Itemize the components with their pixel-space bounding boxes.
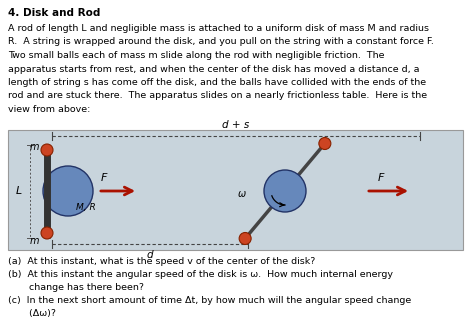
Text: (b)  At this instant the angular speed of the disk is ω.  How much internal ener: (b) At this instant the angular speed of… bbox=[8, 270, 393, 279]
Ellipse shape bbox=[319, 138, 331, 150]
Text: 4. Disk and Rod: 4. Disk and Rod bbox=[8, 8, 100, 18]
Text: (c)  In the next short amount of time Δt, by how much will the angular speed cha: (c) In the next short amount of time Δt,… bbox=[8, 296, 411, 305]
Text: M, R: M, R bbox=[76, 203, 96, 212]
Text: (a)  At this instant, what is the speed v of the center of the disk?: (a) At this instant, what is the speed v… bbox=[8, 257, 315, 266]
Text: d: d bbox=[146, 250, 153, 260]
Text: A rod of length L and negligible mass is attached to a uniform disk of mass M an: A rod of length L and negligible mass is… bbox=[8, 24, 429, 33]
FancyBboxPatch shape bbox=[8, 130, 463, 250]
Text: m: m bbox=[29, 142, 39, 152]
Text: R.  A string is wrapped around the disk, and you pull on the string with a const: R. A string is wrapped around the disk, … bbox=[8, 37, 434, 47]
Text: length of string s has come off the disk, and the balls have collided with the e: length of string s has come off the disk… bbox=[8, 78, 426, 87]
Text: m: m bbox=[29, 236, 39, 246]
Text: (Δω)?: (Δω)? bbox=[8, 309, 56, 318]
Ellipse shape bbox=[239, 233, 251, 245]
Text: ω: ω bbox=[238, 189, 246, 199]
Text: apparatus starts from rest, and when the center of the disk has moved a distance: apparatus starts from rest, and when the… bbox=[8, 65, 419, 74]
Text: change has there been?: change has there been? bbox=[8, 283, 144, 292]
Ellipse shape bbox=[264, 170, 306, 212]
Text: F: F bbox=[101, 173, 108, 183]
Text: Two small balls each of mass m slide along the rod with negligible friction.  Th: Two small balls each of mass m slide alo… bbox=[8, 51, 384, 60]
Ellipse shape bbox=[43, 166, 93, 216]
Text: rod and are stuck there.  The apparatus slides on a nearly frictionless table.  : rod and are stuck there. The apparatus s… bbox=[8, 91, 427, 100]
Ellipse shape bbox=[41, 227, 53, 239]
Text: F: F bbox=[378, 173, 384, 183]
Ellipse shape bbox=[41, 144, 53, 156]
Text: L: L bbox=[16, 186, 22, 196]
Text: d + s: d + s bbox=[222, 120, 250, 130]
Text: view from above:: view from above: bbox=[8, 105, 91, 114]
